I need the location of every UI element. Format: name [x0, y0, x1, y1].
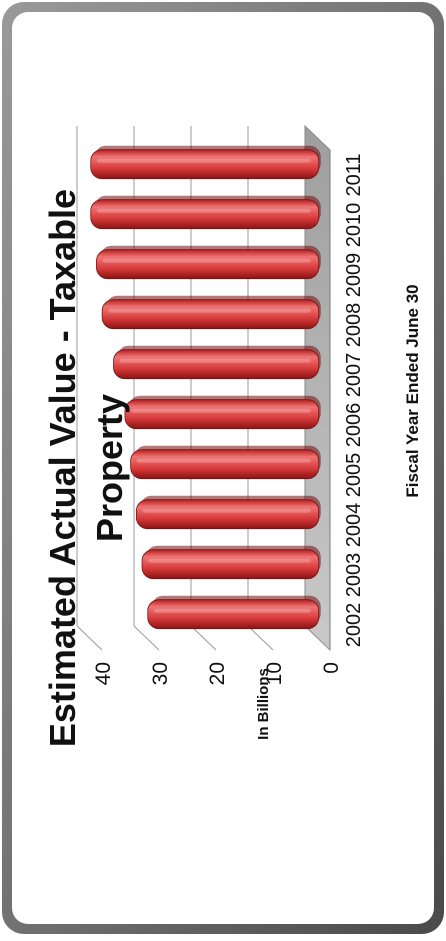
side-wall-gridline: [247, 625, 274, 651]
bar-highlight: [136, 458, 311, 463]
bar: [141, 549, 320, 580]
x-tick-label: 2008: [343, 303, 365, 348]
x-tick-label: 2003: [343, 553, 365, 598]
bar-highlight: [102, 258, 311, 263]
x-tick-label: 2005: [343, 453, 365, 498]
side-wall-gridline: [133, 625, 160, 651]
y-axis-label: In Billions: [255, 668, 272, 740]
bar-highlight: [96, 208, 311, 213]
bar: [90, 199, 320, 230]
side-wall-gridline: [190, 625, 217, 651]
bar-highlight: [96, 158, 311, 163]
bar-highlight: [148, 558, 311, 563]
x-tick-label: 2007: [343, 353, 365, 398]
y-tick-label: 30: [149, 662, 172, 685]
bar: [130, 449, 320, 480]
y-tick-label: 0: [320, 662, 343, 674]
bar: [124, 399, 320, 430]
bar: [101, 299, 320, 330]
bar: [96, 249, 320, 280]
bar-highlight: [153, 608, 311, 613]
y-tick-label: 20: [206, 662, 229, 685]
bar: [90, 149, 320, 180]
bar-highlight: [130, 408, 311, 413]
chart-title-line-1: Estimated Actual Value - Taxable: [42, 189, 83, 747]
y-tick-label: 10: [263, 662, 286, 685]
x-tick-label: 2004: [343, 503, 365, 548]
y-tick-label: 40: [92, 662, 115, 685]
bar-highlight: [108, 308, 311, 313]
side-wall-gridline: [304, 625, 331, 651]
x-tick-label: 2006: [343, 403, 365, 448]
bar-highlight: [119, 358, 311, 363]
bar-highlight: [142, 508, 311, 513]
x-axis-label: Fiscal Year Ended June 30: [403, 284, 422, 497]
bar: [135, 499, 320, 530]
side-wall-gridline: [76, 625, 103, 651]
chart-title-line-2: Property: [89, 394, 130, 542]
x-tick-label: 2009: [343, 253, 365, 298]
bar: [113, 349, 320, 380]
x-tick-label: 2002: [343, 603, 365, 648]
bar: [147, 599, 320, 630]
x-tick-label: 2011: [343, 153, 365, 196]
x-tick-label: 2010: [343, 203, 365, 248]
